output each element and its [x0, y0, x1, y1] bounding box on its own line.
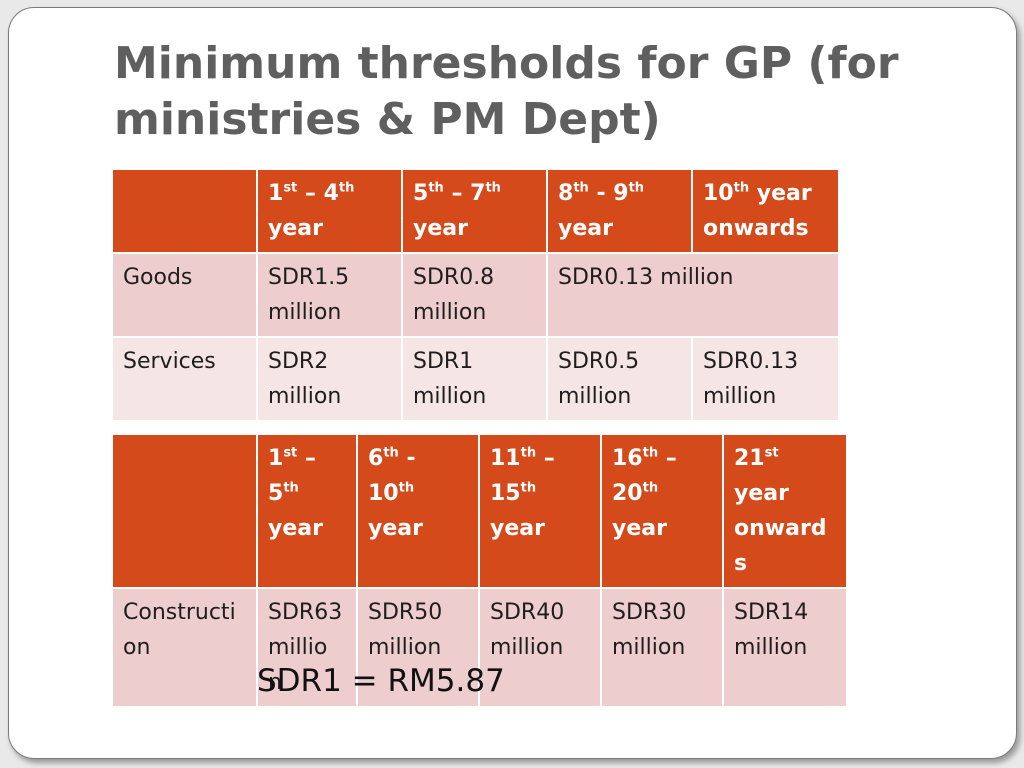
header-empty-cell [111, 433, 258, 589]
slide: Minimum thresholds for GP (for ministrie… [8, 7, 1017, 759]
table-cell: SDR30 million [600, 587, 724, 708]
header-cell: 10th year onwards [691, 168, 840, 254]
table-cell: SDR1.5 million [256, 252, 403, 338]
table-cell: SDR40 million [478, 587, 602, 708]
table-cell: SDR14 million [722, 587, 848, 708]
thresholds-table-goods-services: 1st – 4th year 5th – 7th year 8th - 9th … [111, 168, 840, 422]
table-cell: SDR2 million [256, 336, 403, 422]
table-cell: SDR50 million [356, 587, 480, 708]
table-cell: SDR0.13 million [546, 252, 840, 338]
table-cell: SDR1 million [401, 336, 548, 422]
header-cell: 1st – 4th year [256, 168, 403, 254]
header-cell: 6th - 10th year [356, 433, 480, 589]
header-cell: 11th – 15th year [478, 433, 602, 589]
table-row: Goods SDR1.5 million SDR0.8 million SDR0… [111, 252, 840, 338]
table-header-row: 1st – 4th year 5th – 7th year 8th - 9th … [111, 168, 840, 254]
header-cell: 21st year onward s [722, 433, 848, 589]
table-cell: SDR0.5 million [546, 336, 693, 422]
slide-title: Minimum thresholds for GP (for ministrie… [114, 38, 899, 145]
header-cell: 16th – 20th year [600, 433, 724, 589]
row-label: Services [111, 336, 258, 422]
table-cell: SDR0.8 million [401, 252, 548, 338]
header-cell: 1st – 5th year [256, 433, 358, 589]
table-header-row: 1st – 5th year 6th - 10th year 11th – 15… [111, 433, 848, 589]
thresholds-table-construction: 1st – 5th year 6th - 10th year 11th – 15… [111, 433, 848, 708]
table-row: Services SDR2 million SDR1 million SDR0.… [111, 336, 840, 422]
header-cell: 5th – 7th year [401, 168, 548, 254]
exchange-rate-note: SDR1 = RM5.87 [257, 663, 505, 699]
header-cell: 8th - 9th year [546, 168, 693, 254]
table-row: Constructi on SDR63 millio n SDR50 milli… [111, 587, 848, 708]
header-empty-cell [111, 168, 258, 254]
row-label: Goods [111, 252, 258, 338]
row-label: Constructi on [111, 587, 258, 708]
table-cell: SDR63 millio n [256, 587, 358, 708]
table-cell: SDR0.13 million [691, 336, 840, 422]
